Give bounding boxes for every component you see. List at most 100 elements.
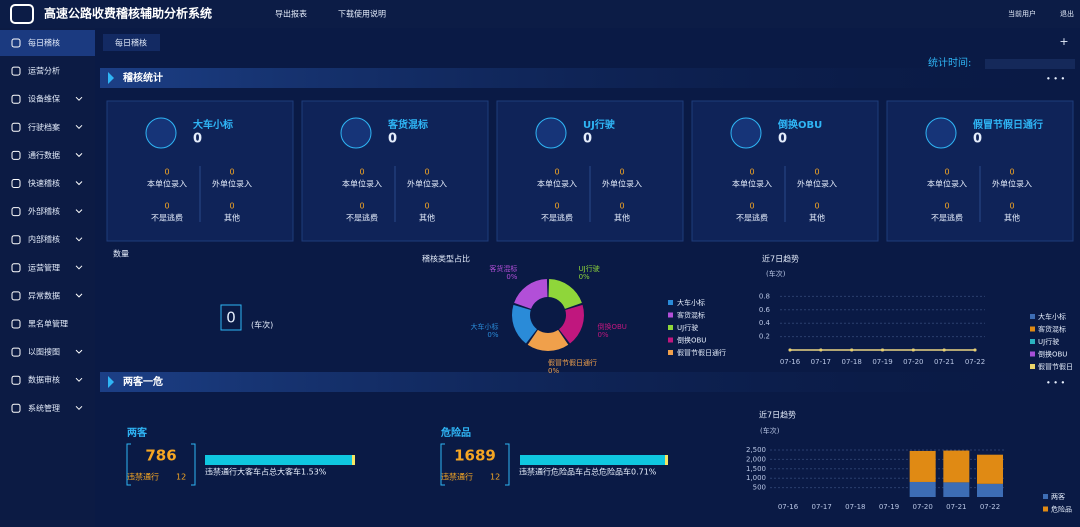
- group-bracket: [440, 443, 510, 486]
- group-value: 1689: [454, 447, 496, 465]
- stat-time-label: 统计时间:: [928, 56, 971, 69]
- menu-item[interactable]: 运营管理: [28, 262, 60, 272]
- count-value: 0: [226, 309, 236, 327]
- tab[interactable]: [103, 34, 160, 51]
- stat-label: 本单位录入: [537, 179, 577, 189]
- menu-item[interactable]: 快速稽核: [28, 178, 60, 188]
- menu-chevron: [75, 237, 83, 242]
- legend-swatch: [1030, 326, 1035, 332]
- group-value: 786: [145, 447, 176, 465]
- menu-item[interactable]: 数据审核: [28, 375, 60, 385]
- stat-value: 0: [944, 168, 949, 177]
- menu-chevron: [75, 405, 83, 411]
- slice-label: 大车小标: [471, 322, 499, 331]
- menu-item[interactable]: 设备维保: [28, 94, 60, 104]
- menu-icon: [11, 319, 21, 329]
- more-dots[interactable]: • • •: [1046, 75, 1065, 84]
- stat-label: 不是逃费: [151, 213, 183, 223]
- menu-chevron: [75, 377, 83, 382]
- stat-value: 0: [814, 168, 819, 177]
- legend-swatch: [668, 312, 673, 318]
- stat-label: 外单位录入: [212, 179, 252, 189]
- stat-value: 0: [619, 168, 624, 177]
- menu-icon: [11, 179, 21, 188]
- more-dots[interactable]: • • •: [1046, 379, 1065, 388]
- x-tick-label: 07-17: [811, 503, 831, 511]
- stat-value: 0: [1009, 168, 1014, 177]
- stat-value: 0: [164, 202, 169, 211]
- x-tick-label: 07-16: [780, 358, 801, 366]
- card-title: 假冒节假日通行: [973, 118, 1043, 131]
- group-bracket: [126, 443, 196, 486]
- card-icon: [535, 117, 567, 149]
- stat-value: 0: [164, 168, 169, 177]
- x-tick-label: 07-22: [965, 358, 985, 366]
- x-tick-label: 07-21: [946, 503, 966, 511]
- violation-value: 12: [176, 473, 186, 482]
- menu-item[interactable]: 运营分析: [28, 66, 60, 76]
- chart-title: 近7日趋势: [762, 254, 799, 264]
- export-button[interactable]: 导出报表: [275, 9, 307, 19]
- menu-icon: [11, 150, 21, 160]
- legend-swatch: [1043, 494, 1048, 499]
- stat-label: 本单位录入: [147, 179, 187, 189]
- menu-icon: [11, 263, 21, 273]
- stat-value: 0: [359, 168, 364, 177]
- menu-item[interactable]: 行驶档案: [28, 122, 60, 132]
- menu-chevron: [75, 349, 83, 354]
- stat-value: 0: [424, 168, 429, 177]
- x-tick-label: 07-22: [980, 503, 1000, 511]
- trend-point: [788, 348, 792, 352]
- stat-label: 其他: [419, 213, 435, 223]
- menu-item[interactable]: 系统管理: [28, 403, 60, 413]
- legend-label: 大车小标: [1038, 312, 1066, 321]
- menu-item[interactable]: 通行数据: [28, 150, 60, 160]
- slice-label: 假冒节假日通行: [548, 358, 597, 367]
- menu-item[interactable]: 每日稽核: [28, 38, 60, 48]
- legend-swatch: [1030, 314, 1035, 319]
- trend-point: [911, 348, 915, 352]
- y-tick-label: 0.2: [759, 333, 770, 341]
- menu-item[interactable]: 内部稽核: [28, 234, 60, 244]
- menu-item[interactable]: 以图搜图: [28, 347, 60, 357]
- y-tick-label: 2,000: [746, 455, 766, 463]
- x-tick-label: 07-16: [778, 503, 799, 511]
- stat-value: 0: [554, 168, 559, 177]
- legend-swatch: [1030, 339, 1035, 344]
- bar: [909, 481, 936, 497]
- menu-item[interactable]: 外部稽核: [28, 206, 60, 216]
- count-box: [220, 304, 242, 331]
- download-button[interactable]: 下载使用说明: [338, 9, 386, 19]
- menu-chevron: [75, 265, 83, 270]
- section-arrow: [108, 376, 114, 388]
- card-value: 0: [973, 132, 982, 147]
- card-icon: [730, 117, 762, 149]
- menu-icon: [11, 66, 21, 76]
- stat-label: 本单位录入: [342, 179, 382, 189]
- logout[interactable]: 退出: [1060, 9, 1074, 18]
- x-tick-label: 07-17: [811, 358, 831, 366]
- stat-label: 不是逃费: [541, 213, 573, 223]
- stat-label: 其他: [809, 213, 825, 223]
- bar: [909, 450, 936, 482]
- stat-label: 本单位录入: [732, 179, 772, 189]
- x-tick-label: 07-18: [845, 503, 865, 511]
- logo: [10, 4, 34, 24]
- stat-value: 0: [554, 202, 559, 211]
- axis-unit: (车次): [760, 426, 780, 435]
- date-field[interactable]: [985, 59, 1075, 69]
- stat-label: 其他: [1004, 213, 1020, 223]
- section-bar: [100, 372, 1075, 392]
- card-icon: [145, 117, 177, 149]
- section-title: 稽核统计: [123, 71, 163, 84]
- add-tab[interactable]: +: [1059, 35, 1068, 48]
- menu-icon: [11, 38, 21, 48]
- menu-chevron: [75, 153, 83, 158]
- menu-item[interactable]: 异常数据: [28, 290, 60, 300]
- tab-label[interactable]: 每日稽核: [115, 38, 147, 48]
- menu-chevron: [75, 181, 83, 186]
- ratio-text: 违禁通行危险品车占总危险品车0.71%: [519, 467, 657, 477]
- legend-swatch: [668, 337, 673, 343]
- menu-item[interactable]: 黑名单管理: [28, 319, 68, 329]
